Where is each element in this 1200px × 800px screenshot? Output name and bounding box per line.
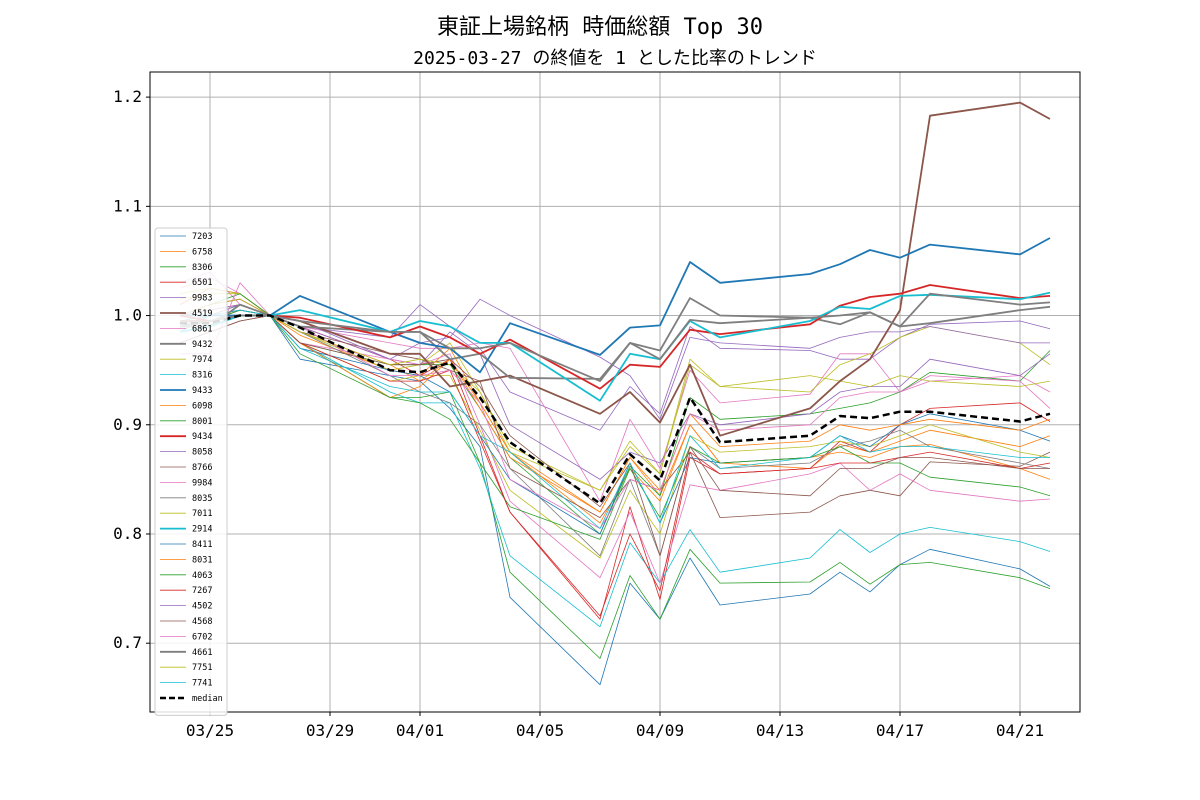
legend-label-8031: 8031 (192, 555, 212, 565)
legend-label-9983: 9983 (192, 294, 212, 304)
plot-frame (149, 71, 1081, 713)
legend-label-7741: 7741 (192, 679, 212, 689)
legend-label-4661: 4661 (192, 648, 212, 658)
legend-label-7974: 7974 (192, 355, 212, 365)
series-line-median (180, 314, 1051, 505)
legend-label-9984: 9984 (192, 478, 212, 488)
legend-box (154, 227, 228, 716)
chart-subtitle: 2025-03-27 の終値を 1 とした比率のトレンド (413, 48, 817, 69)
legend-label-6501: 6501 (192, 278, 212, 288)
x-tick-label: 04/05 (516, 721, 564, 740)
legend-label-6861: 6861 (192, 324, 212, 334)
legend-label-8035: 8035 (192, 494, 212, 504)
legend-label-6758: 6758 (192, 247, 212, 257)
legend-label-8306: 8306 (192, 263, 212, 273)
legend-label-4502: 4502 (192, 602, 212, 612)
x-tick-label: 04/09 (636, 721, 684, 740)
x-tick-label: 03/29 (306, 721, 354, 740)
y-tick-label: 0.7 (113, 633, 142, 652)
series-line-7741 (179, 309, 1050, 529)
legend-label-8766: 8766 (192, 463, 212, 473)
series-lines (179, 101, 1051, 686)
legend-label-9434: 9434 (192, 432, 212, 442)
y-tick-label: 0.9 (113, 415, 142, 434)
legend-label-7751: 7751 (192, 663, 212, 673)
legend-label-9432: 9432 (192, 340, 212, 350)
legend-label-8411: 8411 (192, 540, 212, 550)
y-tick-label: 1.1 (113, 196, 142, 215)
legend-label-2914: 2914 (192, 525, 212, 535)
legend-label-4568: 4568 (192, 617, 212, 627)
legend-label-4519: 4519 (192, 309, 212, 319)
y-tick-label: 1.0 (113, 306, 142, 325)
legend-label-7203: 7203 (192, 232, 212, 242)
series-line-7751 (179, 298, 1051, 491)
x-tick-label: 04/13 (756, 721, 804, 740)
y-tick-label: 1.2 (113, 87, 142, 106)
x-tick-label: 03/25 (186, 721, 234, 740)
series-line-9433 (180, 237, 1051, 374)
legend-label-6098: 6098 (192, 401, 212, 411)
y-tick-label: 0.8 (113, 524, 142, 543)
legend-label-8058: 8058 (192, 448, 212, 458)
x-tick-label: 04/01 (396, 721, 444, 740)
x-tick-label: 04/17 (876, 721, 924, 740)
chart-title: 東証上場銘柄 時価総額 Top 30 (437, 15, 763, 40)
x-tick-label: 04/21 (996, 721, 1044, 740)
legend-label-6702: 6702 (192, 632, 212, 642)
axis-ticks: 03/25 03/29 04/01 04/05 04/09 04/13 04/17 04/21… (113, 87, 1044, 740)
legend-label-4063: 4063 (192, 571, 212, 581)
legend-label-8001: 8001 (192, 417, 212, 427)
series-line-7203 (179, 309, 1051, 686)
legend-label-8316: 8316 (192, 371, 212, 381)
series-line-4568 (179, 315, 1050, 557)
series-line-2914 (179, 291, 1051, 402)
legend-label-median: median (192, 694, 223, 704)
legend-label-7011: 7011 (192, 509, 212, 519)
legend-label-9433: 9433 (192, 386, 212, 396)
legend: 7203 6758 8306 6501 9983 4519 6861 9432 7974 8316… (154, 227, 228, 716)
series-line-4661 (179, 292, 1051, 383)
legend-label-7267: 7267 (192, 586, 212, 596)
